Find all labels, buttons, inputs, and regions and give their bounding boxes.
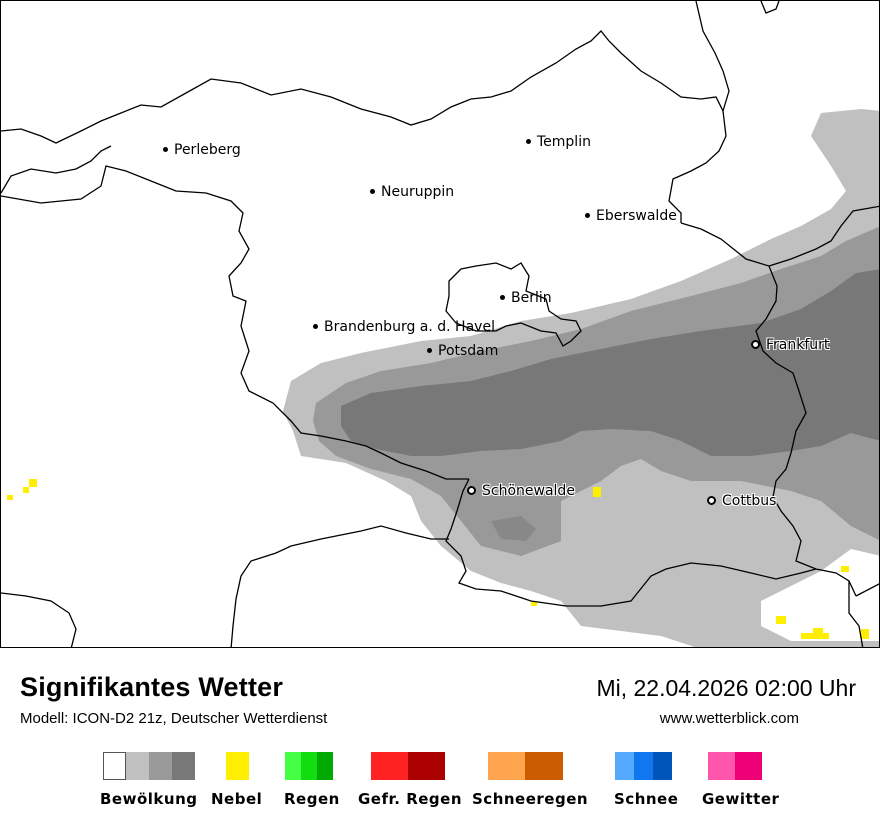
city-label: Neuruppin (381, 184, 455, 200)
city-potsdam: Potsdam (427, 343, 498, 359)
legend-label-rain: Regen (284, 790, 340, 808)
city-brandenburg: Brandenburg a. d. Havel (313, 319, 495, 335)
cloud-dark-patch (491, 516, 536, 541)
legend-cloud (103, 752, 195, 780)
legend-swatch (172, 752, 195, 780)
city-label: Templin (537, 134, 591, 150)
legend-freezing-rain (371, 752, 445, 780)
fog-pixels (7, 479, 869, 639)
legend-label-freezing-rain: Gefr. Regen (358, 790, 463, 808)
legend-swatches (371, 752, 445, 780)
city-frankfurt: Frankfurt (751, 337, 829, 353)
legend-swatch (525, 752, 563, 780)
legend-swatch (615, 752, 634, 780)
city-marker (500, 294, 505, 300)
legend-swatch (735, 752, 762, 780)
legend-swatch (317, 752, 333, 780)
city-neuruppin: Neuruppin (370, 184, 454, 200)
legend-thunderstorm (708, 752, 762, 780)
city-marker (707, 495, 716, 505)
legend-swatch (408, 752, 445, 780)
footer: Signifikantes Wetter Modell: ICON-D2 21z… (0, 648, 880, 830)
legend-swatch (285, 752, 301, 780)
weather-map: Perleberg Templin Neuruppin Eberswalde B… (0, 0, 880, 648)
legend-label-thunderstorm: Gewitter (702, 790, 780, 808)
city-marker (585, 212, 590, 218)
website-link[interactable]: www.wetterblick.com (659, 710, 799, 727)
city-eberswalde: Eberswalde (585, 208, 677, 224)
legend-swatches (103, 752, 195, 780)
city-marker (751, 339, 760, 349)
legend-swatch (371, 752, 408, 780)
legend-swatch (708, 752, 735, 780)
legend-swatch (301, 752, 317, 780)
legend-rain (285, 752, 333, 780)
legend-label-cloud: Bewölkung (100, 790, 198, 808)
legend-swatch (149, 752, 172, 780)
legend-label-fog: Nebel (211, 790, 263, 808)
city-perleberg: Perleberg (163, 142, 241, 158)
legend-label-snow: Schnee (614, 790, 679, 808)
legend-swatch (126, 752, 149, 780)
city-label: Potsdam (438, 343, 499, 359)
legend-snow (615, 752, 672, 780)
city-marker (526, 138, 531, 144)
city-schoenewalde: Schönewalde (467, 483, 575, 499)
legend-swatches (708, 752, 762, 780)
city-label: Frankfurt (766, 337, 830, 353)
legend-swatches (488, 752, 563, 780)
city-label: Eberswalde (596, 208, 677, 224)
city-label: Cottbus (722, 493, 777, 509)
model-info: Modell: ICON-D2 21z, Deutscher Wetterdie… (20, 710, 328, 727)
city-label: Perleberg (174, 142, 241, 158)
legend-swatch (226, 752, 249, 780)
legend-swatch (488, 752, 525, 780)
city-templin: Templin (526, 134, 591, 150)
city-label: Berlin (511, 290, 552, 306)
map-layer (1, 1, 879, 647)
city-marker (370, 188, 375, 194)
city-marker (163, 146, 168, 152)
city-cottbus: Cottbus (707, 493, 776, 509)
legend-sleet (488, 752, 563, 780)
map-title: Signifikantes Wetter (20, 672, 284, 702)
legend-swatches (226, 752, 249, 780)
city-marker (427, 347, 432, 353)
legend-swatch (634, 752, 653, 780)
legend-label-sleet: Schneeregen (472, 790, 589, 808)
city-marker (313, 323, 318, 329)
city-berlin: Berlin (500, 290, 552, 306)
cloud-dark-area (341, 269, 879, 456)
borders (1, 1, 879, 647)
legend-fog (226, 752, 249, 780)
legend-swatches (615, 752, 672, 780)
forecast-datetime: Mi, 22.04.2026 02:00 Uhr (596, 675, 856, 701)
city-label: Schönewalde (482, 483, 575, 499)
city-label: Brandenburg a. d. Havel (324, 319, 495, 335)
legend-swatches (285, 752, 333, 780)
city-marker (467, 485, 476, 495)
legend-swatch (103, 752, 126, 780)
legend-swatch (653, 752, 672, 780)
